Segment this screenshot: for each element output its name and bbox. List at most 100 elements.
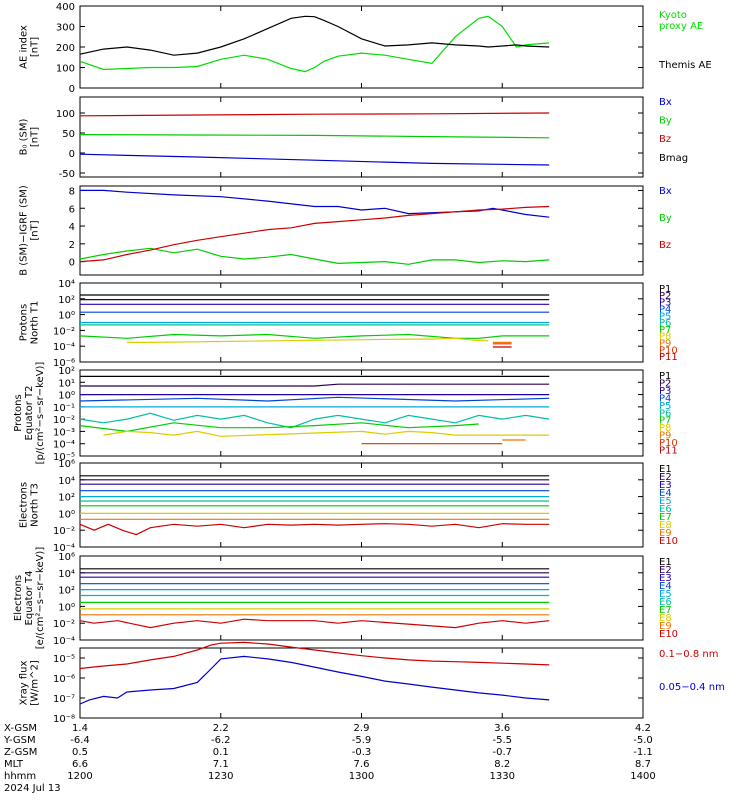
xray-frame bbox=[79, 647, 644, 719]
xaxis-tick-value: 1.4 bbox=[72, 723, 88, 734]
bsm-series-1 bbox=[79, 153, 550, 166]
electrons-north-legend-5: E5 bbox=[659, 496, 672, 507]
ae-legend-2: Themis AE bbox=[658, 60, 712, 71]
electrons-equator-ytick-label: 10⁻² bbox=[53, 619, 75, 630]
ae-ytick-label: 0 bbox=[69, 84, 75, 95]
ae-frame bbox=[79, 5, 644, 89]
electrons-north-ylabel: Electrons bbox=[19, 482, 30, 528]
xaxis-tick-value: 2.2 bbox=[213, 723, 229, 734]
ae-ylabel: [nT] bbox=[30, 37, 41, 57]
xaxis-tick-value: -6.4 bbox=[70, 735, 90, 746]
electrons-equator-ylabel: Electrons bbox=[13, 575, 24, 621]
ae-legend-1: Kyoto bbox=[659, 10, 687, 21]
xaxis-row-label: MLT bbox=[4, 759, 24, 770]
ae-ytick-label: 200 bbox=[56, 43, 75, 54]
xaxis-tick-value: 1200 bbox=[67, 771, 92, 782]
protons-equator-ytick-label: 10⁻² bbox=[53, 415, 75, 426]
protons-north-series-7 bbox=[79, 333, 550, 339]
protons-north-legend-8: P8 bbox=[659, 332, 671, 343]
bdiff-ytick-label: 4 bbox=[69, 222, 75, 233]
xaxis-tick-value: -5.5 bbox=[492, 735, 512, 746]
xaxis-tick-value: 8.7 bbox=[635, 759, 651, 770]
bsm-ylabel: [nT] bbox=[30, 127, 41, 147]
electrons-north-ytick-label: 10⁻² bbox=[53, 526, 75, 537]
protons-equator-legend-5: P5 bbox=[659, 401, 671, 412]
electrons-equator-ylabel: [e/(cm²−s−sr−keV)] bbox=[35, 547, 46, 650]
protons-equator-ytick-label: 10⁻³ bbox=[53, 427, 75, 438]
xray-ylabel: Xray flux bbox=[19, 661, 30, 706]
electrons-north-ytick-label: 10² bbox=[58, 493, 75, 504]
xaxis-tick-value: 3.6 bbox=[494, 723, 510, 734]
bdiff-ytick-label: 6 bbox=[69, 204, 75, 215]
electrons-north-ytick-label: 10⁶ bbox=[58, 459, 75, 470]
protons-equator-legend-4: P4 bbox=[659, 393, 671, 404]
electrons-equator-ytick-label: 10⁶ bbox=[58, 552, 75, 563]
protons-north-legend-2: P2 bbox=[659, 291, 671, 302]
xray-legend-1: 0.1−0.8 nm bbox=[659, 649, 718, 660]
protons-equator-legend-7: P7 bbox=[659, 416, 671, 427]
protons-equator-legend-11: P11 bbox=[659, 446, 678, 457]
electrons-equator-ylabel: Equator T4 bbox=[24, 571, 35, 626]
electrons-north-ytick-label: 10⁻⁴ bbox=[53, 543, 75, 554]
xray-ytick-label: 10⁻⁵ bbox=[53, 654, 75, 665]
bdiff-ytick-label: 2 bbox=[69, 240, 75, 251]
xaxis-tick-value: -1.1 bbox=[633, 747, 653, 758]
protons-north-ytick-label: 10⁴ bbox=[58, 279, 75, 290]
electrons-equator-legend-5: E5 bbox=[659, 589, 672, 600]
xaxis-row-label: X-GSM bbox=[4, 723, 37, 734]
electrons-equator-legend-2: E2 bbox=[659, 565, 672, 576]
electrons-equator-legend-6: E6 bbox=[659, 597, 672, 608]
protons-north-legend-4: P4 bbox=[659, 304, 671, 315]
electrons-north-legend-8: E8 bbox=[659, 520, 672, 531]
electrons-north-legend-1: E1 bbox=[659, 464, 672, 475]
bdiff-ytick-label: 0 bbox=[69, 258, 75, 269]
ae-ytick-label: 300 bbox=[56, 23, 75, 34]
protons-north-ytick-label: 10⁻² bbox=[53, 326, 75, 337]
xaxis-row-label: hhmm bbox=[4, 771, 36, 782]
protons-north-legend-7: P7 bbox=[659, 325, 671, 336]
electrons-north-legend-3: E3 bbox=[659, 480, 672, 491]
protons-north-legend-9: P9 bbox=[659, 339, 671, 350]
xaxis-row-label: Z-GSM bbox=[4, 747, 37, 758]
protons-north-ytick-label: 10⁰ bbox=[58, 311, 75, 322]
protons-equator-series-8 bbox=[103, 430, 550, 437]
protons-equator-legend-2: P2 bbox=[659, 378, 671, 389]
electrons-north-ytick-label: 10⁴ bbox=[58, 476, 75, 487]
protons-equator-legend-6: P6 bbox=[659, 408, 671, 419]
electrons-north-legend-7: E7 bbox=[659, 512, 672, 523]
xaxis-tick-value: -0.3 bbox=[352, 747, 372, 758]
xaxis-date: 2024 Jul 13 bbox=[4, 783, 61, 794]
xaxis-tick-value: 1400 bbox=[630, 771, 655, 782]
bdiff-legend-1: Bx bbox=[659, 186, 672, 197]
protons-north-legend-6: P6 bbox=[659, 318, 671, 329]
xray-series-1 bbox=[79, 641, 550, 670]
protons-equator-ytick-label: 10⁰ bbox=[58, 391, 75, 402]
xaxis-tick-value: 8.2 bbox=[494, 759, 510, 770]
bdiff-series-2 bbox=[79, 247, 550, 265]
electrons-north-legend-2: E2 bbox=[659, 472, 672, 483]
bdiff-frame bbox=[79, 185, 644, 276]
bdiff-series-3 bbox=[79, 205, 550, 263]
protons-equator-legend-8: P8 bbox=[659, 423, 671, 434]
protons-equator-ytick-label: 10⁻⁵ bbox=[53, 452, 75, 463]
bsm-ytick-label: 0 bbox=[69, 149, 75, 160]
xaxis-tick-value: -5.0 bbox=[633, 735, 653, 746]
electrons-equator-series-10 bbox=[79, 618, 550, 629]
xray-ytick-label: 10⁻⁶ bbox=[53, 674, 75, 685]
protons-north-legend-1: P1 bbox=[659, 284, 671, 295]
electrons-equator-ytick-label: 10⁴ bbox=[58, 569, 75, 580]
xaxis-tick-value: 2.9 bbox=[354, 723, 370, 734]
protons-north-ytick-label: 10⁻⁶ bbox=[53, 358, 75, 369]
ae-ytick-label: 100 bbox=[56, 64, 75, 75]
xaxis-tick-value: 7.6 bbox=[354, 759, 370, 770]
bsm-ylabel: B₀ (SM) bbox=[19, 118, 30, 155]
xray-ytick-label: 10⁻⁸ bbox=[53, 714, 75, 725]
electrons-equator-ytick-label: 10² bbox=[58, 586, 75, 597]
xaxis-tick-value: 0.1 bbox=[213, 747, 229, 758]
ae-series-2 bbox=[79, 15, 550, 56]
protons-equator-legend-9: P9 bbox=[659, 431, 671, 442]
electrons-equator-legend-3: E3 bbox=[659, 573, 672, 584]
ae-ylabel: AE index bbox=[19, 25, 30, 69]
